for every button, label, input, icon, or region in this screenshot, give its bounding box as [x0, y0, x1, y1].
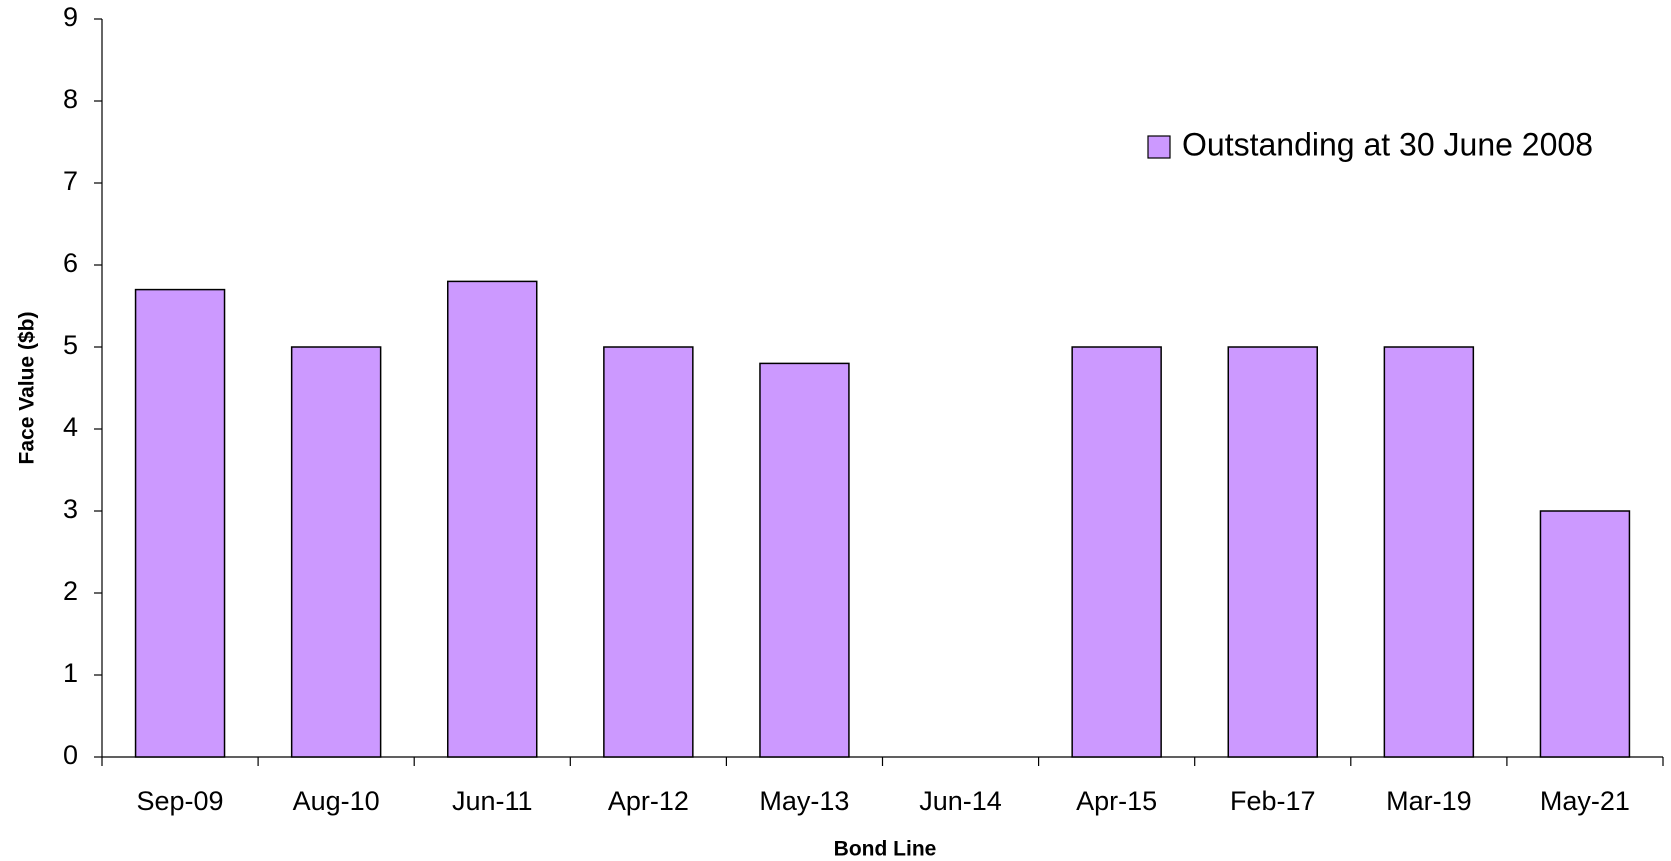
y-tick-label: 1 [63, 658, 78, 688]
x-tick-label: Jun-11 [452, 786, 533, 816]
bar [134, 288, 226, 758]
y-tick-label: 3 [63, 494, 78, 524]
bar [1071, 346, 1162, 758]
x-tick-label: Feb-17 [1230, 786, 1316, 816]
legend-label: Outstanding at 30 June 2008 [1182, 126, 1593, 162]
bar [1227, 346, 1318, 758]
bar [1383, 346, 1475, 758]
y-tick-label: 7 [63, 166, 78, 196]
y-tick-label: 2 [63, 576, 78, 606]
legend-swatch [1147, 135, 1171, 159]
x-tick-label: Aug-10 [293, 786, 380, 816]
y-tick-label: 8 [63, 84, 78, 114]
bar [603, 346, 694, 758]
x-tick-label: Apr-12 [608, 786, 689, 816]
x-tick-label: Apr-15 [1076, 786, 1157, 816]
bar [759, 362, 850, 758]
y-tick-label: 9 [63, 2, 78, 32]
x-tick-label: May-13 [759, 786, 849, 816]
x-tick-label: Jun-14 [919, 786, 1002, 816]
y-tick-label: 5 [63, 330, 78, 360]
y-axis-title: Face Value ($b) [16, 312, 39, 465]
x-tick-label: Mar-19 [1386, 786, 1472, 816]
y-tick-label: 6 [63, 248, 78, 278]
x-tick-label: May-21 [1540, 786, 1630, 816]
bar [447, 280, 538, 758]
x-tick-label: Sep-09 [137, 786, 224, 816]
x-axis-title: Bond Line [834, 838, 937, 861]
bar [290, 346, 382, 758]
bar [1539, 510, 1631, 758]
y-tick-label: 4 [63, 412, 78, 442]
y-tick-label: 0 [63, 740, 78, 770]
